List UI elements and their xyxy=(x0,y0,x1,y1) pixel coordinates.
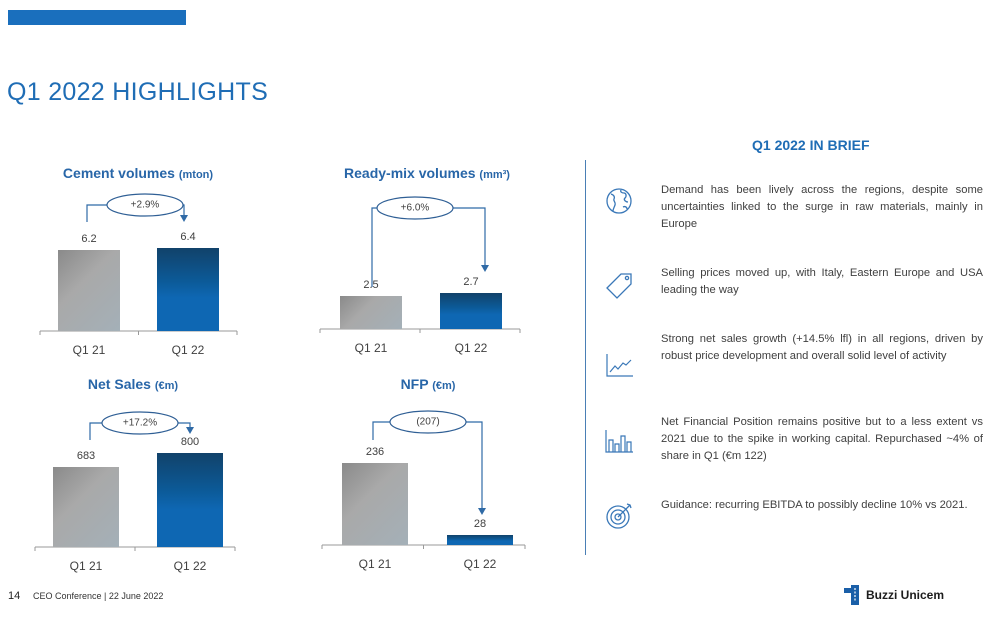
company-logo: Buzzi Unicem xyxy=(843,585,944,605)
chart-title: NFP (€m) xyxy=(401,376,456,392)
target-icon xyxy=(603,500,635,532)
chart-title-text: NFP xyxy=(400,376,429,392)
data-label: 6.4 xyxy=(180,230,196,243)
chart-title: Ready-mix volumes (mm³) xyxy=(344,165,510,181)
category-label: Q1 22 xyxy=(463,557,497,571)
brief-item-guidance: Guidance: recurring EBITDA to possibly d… xyxy=(661,499,968,511)
arrow-down-icon xyxy=(180,215,188,222)
data-label: 2.5 xyxy=(363,278,379,291)
change-bubble xyxy=(376,196,454,220)
data-label: 28 xyxy=(473,518,487,531)
top-accent-bar xyxy=(8,10,186,25)
divider xyxy=(585,160,586,555)
category-label: Q1 22 xyxy=(171,343,205,357)
data-label: 6.2 xyxy=(81,233,97,246)
footer-text: CEO Conference | 22 June 2022 xyxy=(33,591,164,601)
chart-title-text: Net Sales xyxy=(87,376,151,392)
bar-q1-21 xyxy=(53,466,119,547)
bar-q1-21 xyxy=(58,250,120,331)
change-label: (207) xyxy=(416,416,440,428)
arrow-down-icon xyxy=(478,508,486,515)
arrow-down-icon xyxy=(186,427,194,434)
category-label: Q1 22 xyxy=(173,559,207,573)
logo-mark-icon xyxy=(844,585,859,605)
chart-unit: (€m) xyxy=(432,380,456,392)
bar-q1-22 xyxy=(440,292,502,329)
brief-item-nfp: Net Financial Position remains positive … xyxy=(661,416,983,462)
category-label: Q1 22 xyxy=(454,341,488,355)
change-bubble xyxy=(106,193,184,217)
data-label: 236 xyxy=(365,446,385,459)
category-label: Q1 21 xyxy=(358,557,392,571)
change-bubble xyxy=(389,410,467,434)
data-label: 800 xyxy=(180,436,200,448)
price-tag-icon xyxy=(603,268,635,300)
chart-unit: (mm³) xyxy=(479,169,510,181)
chart-title: Net Sales (€m) xyxy=(88,376,178,392)
brief-title: Q1 2022 IN BRIEF xyxy=(752,137,870,153)
bar-q1-21 xyxy=(340,295,402,329)
globe-icon xyxy=(603,185,635,217)
chart-title: Cement volumes (mton) xyxy=(63,165,213,181)
brief-item-demand: Demand has been lively across the region… xyxy=(661,184,983,230)
line-chart-icon xyxy=(603,348,635,380)
logo-text: Buzzi Unicem xyxy=(866,588,945,602)
brief-item-net-sales: Strong net sales growth (+14.5% lfl) in … xyxy=(661,333,983,362)
bar-q1-22 xyxy=(157,453,223,547)
chart-unit: (€m) xyxy=(154,380,179,392)
chart-title-text: Ready-mix volumes xyxy=(344,165,476,181)
change-label: +6.0% xyxy=(400,202,430,214)
page-number: 14 xyxy=(8,590,21,602)
category-label: Q1 21 xyxy=(72,343,106,357)
change-bubble xyxy=(101,411,179,435)
arrow-down-icon xyxy=(481,265,489,272)
brief-item-prices: Selling prices moved up, with Italy, Eas… xyxy=(661,267,983,296)
chart-unit: (mton) xyxy=(178,169,214,181)
category-label: Q1 21 xyxy=(354,341,388,355)
data-label: 2.7 xyxy=(463,275,479,288)
bar-chart-icon xyxy=(603,424,635,456)
page-title: Q1 2022 HIGHLIGHTS xyxy=(7,78,269,106)
bar-q1-22 xyxy=(447,535,513,545)
category-label: Q1 21 xyxy=(69,559,103,573)
bar-q1-22 xyxy=(157,247,219,331)
change-label: +2.9% xyxy=(130,199,160,211)
bar-q1-21 xyxy=(342,463,408,545)
change-label: +17.2% xyxy=(122,417,158,429)
chart-title-text: Cement volumes xyxy=(62,165,175,181)
data-label: 683 xyxy=(76,449,96,462)
